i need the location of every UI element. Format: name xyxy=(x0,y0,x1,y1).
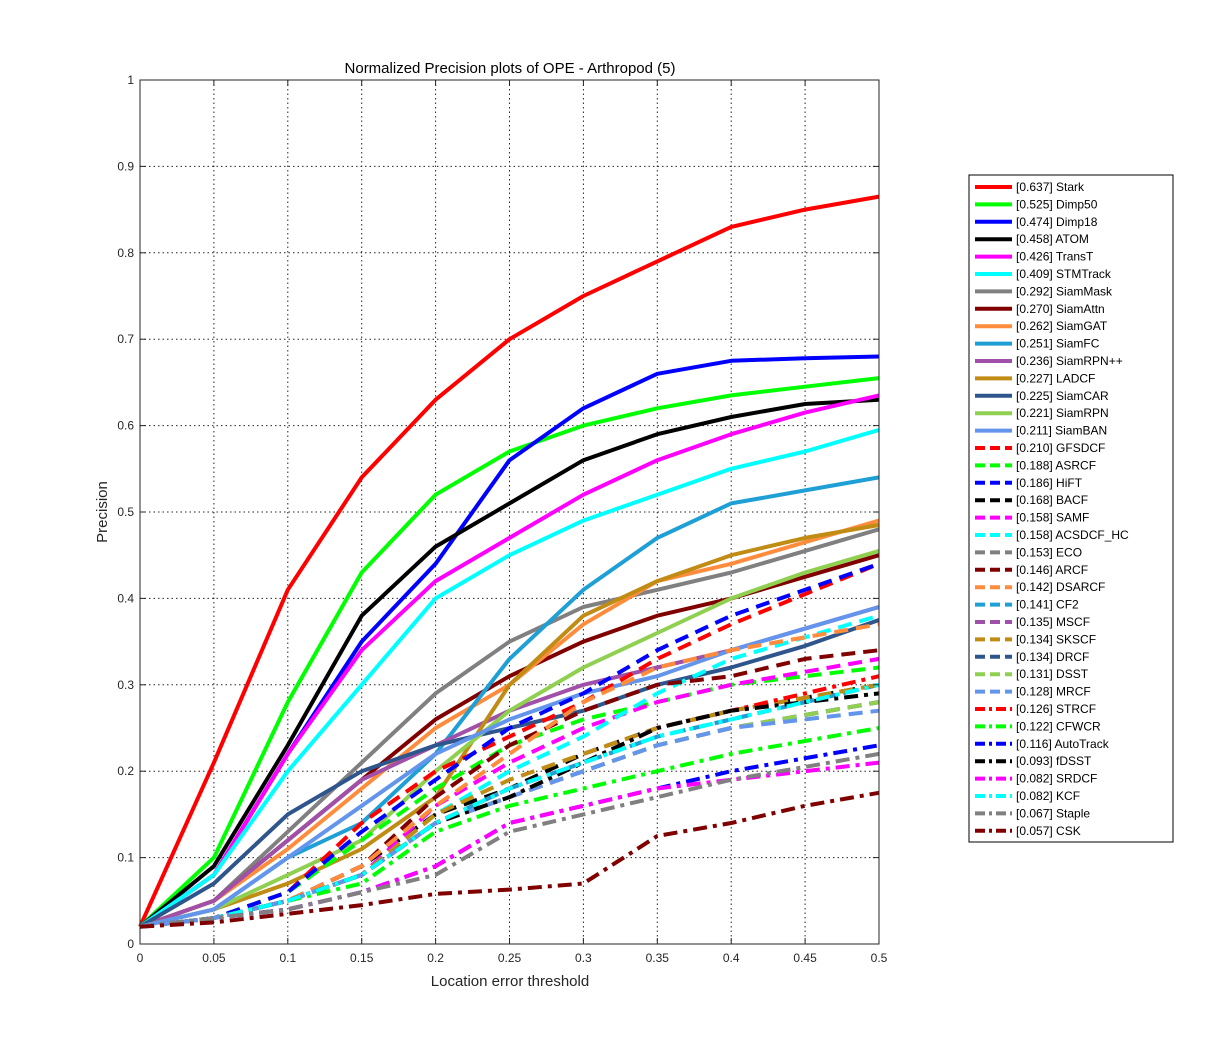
series-line-3 xyxy=(138,397,880,929)
series-line-35 xyxy=(139,682,880,929)
legend-label: [0.116] AutoTrack xyxy=(1016,737,1110,751)
series-line-23 xyxy=(139,622,880,929)
series-line-14 xyxy=(139,605,880,929)
series-line-6 xyxy=(139,527,880,929)
legend: [0.637] Stark [0.525] Dimp50 [0.474] Dimp1… xyxy=(968,174,1174,843)
y-tick-label: 1 xyxy=(127,73,134,87)
legend-label: [0.225] SiamCAR xyxy=(1016,389,1109,403)
legend-label: [0.122] CFWCR xyxy=(1016,719,1101,733)
legend-label: [0.057] CSK xyxy=(1016,824,1081,838)
y-tick-label: 0.4 xyxy=(117,591,134,605)
x-tick-label: 0.25 xyxy=(498,951,522,965)
series-line-13 xyxy=(139,548,880,929)
legend-label: [0.474] Dimp18 xyxy=(1016,215,1098,229)
legend-label: [0.168] BACF xyxy=(1016,493,1088,507)
legend-label: [0.093] fDSST xyxy=(1016,754,1092,768)
legend-label: [0.142] DSARCF xyxy=(1016,580,1105,594)
x-tick-label: 0.2 xyxy=(427,951,444,965)
y-tick-label: 0.9 xyxy=(117,159,134,173)
x-axis-title: Location error threshold xyxy=(431,973,589,990)
legend-label: [0.126] STRCF xyxy=(1016,702,1096,716)
y-tick-label: 0.3 xyxy=(117,678,134,692)
series-line-0 xyxy=(138,194,880,928)
y-tick-label: 0.5 xyxy=(117,505,134,519)
legend-label: [0.158] SAMF xyxy=(1016,511,1089,525)
x-tick-label: 0.15 xyxy=(350,951,374,965)
y-tick-label: 0.6 xyxy=(117,419,134,433)
legend-label: [0.141] CF2 xyxy=(1016,598,1079,612)
legend-label: [0.188] ASRCF xyxy=(1016,458,1096,472)
x-tick-label: 0.35 xyxy=(646,951,670,965)
series-line-11 xyxy=(139,523,880,929)
legend-label: [0.134] DRCF xyxy=(1016,650,1089,664)
legend-label: [0.186] HiFT xyxy=(1016,476,1083,490)
x-tick-label: 0.4 xyxy=(723,951,740,965)
legend-label: [0.525] Dimp50 xyxy=(1016,197,1098,211)
legend-label: [0.251] SiamFC xyxy=(1016,337,1100,351)
legend-label: [0.146] ARCF xyxy=(1016,563,1088,577)
series-line-37 xyxy=(139,790,880,929)
y-tick-label: 0.7 xyxy=(117,332,134,346)
x-tick-label: 0.3 xyxy=(575,951,592,965)
legend-label: [0.134] SKSCF xyxy=(1016,632,1096,646)
series-lines xyxy=(138,194,880,929)
legend-box xyxy=(968,174,1174,843)
series-line-36 xyxy=(139,751,880,929)
legend-label: [0.067] Staple xyxy=(1016,806,1090,820)
legend-label: [0.458] ATOM xyxy=(1016,232,1089,246)
series-line-1 xyxy=(138,376,880,929)
legend-label: [0.210] GFSDCF xyxy=(1016,441,1105,455)
x-tick-label: 0.45 xyxy=(793,951,817,965)
legend-label: [0.153] ECO xyxy=(1016,545,1082,559)
series-line-20 xyxy=(139,613,880,929)
legend-label: [0.262] SiamGAT xyxy=(1016,319,1108,333)
series-line-4 xyxy=(138,393,880,929)
legend-label: [0.131] DSST xyxy=(1016,667,1089,681)
legend-label: [0.211] SiamBAN xyxy=(1016,424,1107,438)
grid-lines xyxy=(140,80,879,944)
legend-label: [0.221] SiamRPN xyxy=(1016,406,1109,420)
legend-label: [0.409] STMTrack xyxy=(1016,267,1112,281)
legend-label: [0.158] ACSDCF_HC xyxy=(1016,528,1129,542)
series-line-15 xyxy=(139,561,880,929)
legend-label: [0.082] KCF xyxy=(1016,789,1080,803)
legend-label: [0.236] SiamRPN++ xyxy=(1016,354,1123,368)
x-tick-label: 0.5 xyxy=(871,951,888,965)
legend-label: [0.082] SRDCF xyxy=(1016,772,1097,786)
legend-label: [0.292] SiamMask xyxy=(1016,284,1113,298)
legend-label: [0.637] Stark xyxy=(1016,180,1085,194)
x-tick-label: 0.05 xyxy=(202,951,226,965)
y-tick-label: 0 xyxy=(127,937,134,951)
legend-label: [0.227] LADCF xyxy=(1016,371,1095,385)
series-line-22 xyxy=(139,648,880,929)
chart-title: Normalized Precision plots of OPE - Arth… xyxy=(345,60,676,77)
series-line-5 xyxy=(138,427,880,929)
legend-label: [0.135] MSCF xyxy=(1016,615,1090,629)
x-tick-label: 0.1 xyxy=(279,951,296,965)
legend-label: [0.426] TransT xyxy=(1016,250,1094,264)
series-line-17 xyxy=(139,561,880,929)
legend-label: [0.270] SiamAttn xyxy=(1016,302,1105,316)
axis-ticks: 0 0.05 0.1 0.15 0.2 0.25 0.3 0.35 0.4 0.45 0.5 0 0.1… xyxy=(117,73,887,965)
x-tick-label: 0 xyxy=(137,951,144,965)
y-tick-label: 0.8 xyxy=(117,246,134,260)
y-tick-label: 0.1 xyxy=(117,851,134,865)
y-tick-label: 0.2 xyxy=(117,764,134,778)
y-axis-title: Precision xyxy=(94,481,111,543)
legend-label: [0.128] MRCF xyxy=(1016,685,1091,699)
